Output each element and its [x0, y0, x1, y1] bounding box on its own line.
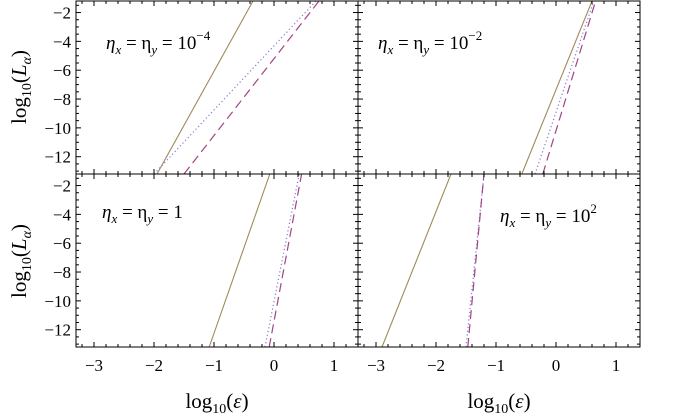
series-line-dotted — [534, 1, 595, 174]
series-line-solid — [521, 1, 593, 174]
x-tick-label: −2 — [427, 356, 445, 375]
x-axis-label: log10(ε) — [467, 389, 530, 417]
y-tick-label: −8 — [53, 263, 71, 282]
y-axis-label: log10(Lα) — [7, 224, 35, 298]
y-tick-label: −2 — [53, 177, 71, 196]
x-tick-label: 1 — [330, 356, 339, 375]
series-line-dashed — [467, 174, 485, 347]
x-tick-label: −3 — [367, 356, 385, 375]
y-tick-label: −12 — [44, 148, 71, 167]
x-tick-label: −3 — [85, 356, 103, 375]
series-line-solid — [208, 174, 271, 347]
series-line-dashed — [268, 174, 303, 347]
series-line-solid — [381, 174, 452, 347]
panel-annotation: ηx = ηy = 102 — [500, 201, 597, 230]
x-tick-label: 0 — [552, 356, 561, 375]
y-axis-label: log10(Lα) — [7, 50, 35, 124]
x-tick-label: 1 — [612, 356, 621, 375]
y-tick-label: −6 — [53, 234, 71, 253]
y-tick-label: −2 — [53, 4, 71, 23]
series-line-dashed — [542, 1, 597, 174]
x-tick-label: −2 — [145, 356, 163, 375]
panel-annotation: ηx = ηy = 1 — [102, 202, 183, 226]
y-tick-label: −4 — [53, 205, 72, 224]
x-tick-label: 0 — [270, 356, 279, 375]
y-tick-label: −12 — [44, 321, 71, 340]
panel-frame — [357, 0, 641, 175]
x-axis-label: log10(ε) — [185, 389, 248, 417]
y-tick-label: −6 — [53, 61, 71, 80]
y-tick-label: −10 — [44, 292, 71, 311]
series-line-dotted — [264, 174, 300, 347]
y-tick-label: −4 — [53, 32, 72, 51]
panel-frame — [75, 0, 359, 175]
y-tick-label: −10 — [44, 119, 71, 138]
x-tick-label: −1 — [205, 356, 223, 375]
panel-frame — [357, 173, 641, 348]
series-line-solid — [156, 1, 254, 174]
panel-bottom-left: −12−10−8−6−4−2−3 −2 −1 0 1ηx = ηy = 1 — [44, 173, 359, 375]
panel-annotation: ηx = ηy = 10−4 — [106, 28, 211, 57]
series-line-dotted — [153, 1, 317, 174]
series-line-dashed — [183, 1, 320, 174]
panel-annotation: ηx = ηy = 10−2 — [378, 28, 482, 57]
y-tick-label: −8 — [53, 90, 71, 109]
panel-top-left: −12 −10 −8 −6 −4 −2 ηx = ηy = 10−4 — [44, 0, 359, 175]
panel-frame — [75, 173, 359, 348]
x-tick-label: −1 — [487, 356, 505, 375]
panel-top-right: ηx = ηy = 10−2 — [357, 0, 641, 175]
panel-bottom-right: −3 −2 −1 0 1 ηx = ηy = 102 — [357, 173, 641, 375]
